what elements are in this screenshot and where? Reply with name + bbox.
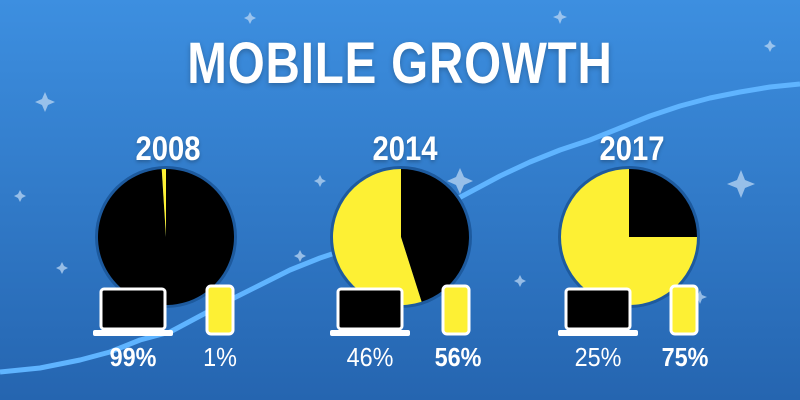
pie-chart-2014 (330, 166, 472, 308)
pie-chart-2008 (95, 166, 237, 308)
page-title: MOBILE GROWTH (187, 31, 613, 96)
sparkle-icon (314, 175, 326, 187)
sparkle-icon (764, 40, 776, 52)
sparkle-icon (693, 290, 707, 304)
mobile-share-label-2014: 56% (434, 342, 482, 372)
sparkle-icon (14, 190, 26, 202)
pie-slice-desktop (401, 169, 470, 302)
sparkle-icon (35, 92, 55, 112)
pie-slice-desktop (629, 169, 697, 237)
sparkle-icon (514, 275, 526, 287)
phone-icon (205, 284, 235, 336)
sparkle-icon (56, 262, 68, 274)
laptop-icon (330, 287, 410, 336)
phone-icon (669, 284, 699, 336)
desktop-share-label-2014: 46% (346, 342, 394, 372)
pie-title-2008: 2008 (135, 130, 201, 168)
desktop-share-label-2008: 99% (109, 342, 157, 372)
pie-slice-desktop (98, 169, 235, 306)
pie-chart-2017 (558, 166, 700, 308)
sparkle-icon (244, 12, 256, 24)
sparkle-icon (727, 170, 755, 198)
mobile-share-label-2008: 1% (203, 342, 237, 372)
laptop-icon (93, 287, 173, 336)
sparkle-icon (447, 168, 473, 194)
pie-slice-mobile (161, 169, 166, 237)
desktop-share-label-2017: 25% (574, 342, 622, 372)
pie-title-2017: 2017 (599, 130, 665, 168)
sparkle-icon (294, 250, 306, 262)
pie-slice-mobile (333, 169, 422, 305)
pie-slice-mobile (561, 169, 697, 305)
phone-icon (441, 284, 471, 336)
pie-title-2014: 2014 (372, 130, 438, 168)
sparkle-icon (553, 10, 567, 24)
mobile-share-label-2017: 75% (661, 342, 709, 372)
laptop-icon (558, 287, 638, 336)
sparkles (14, 10, 776, 304)
